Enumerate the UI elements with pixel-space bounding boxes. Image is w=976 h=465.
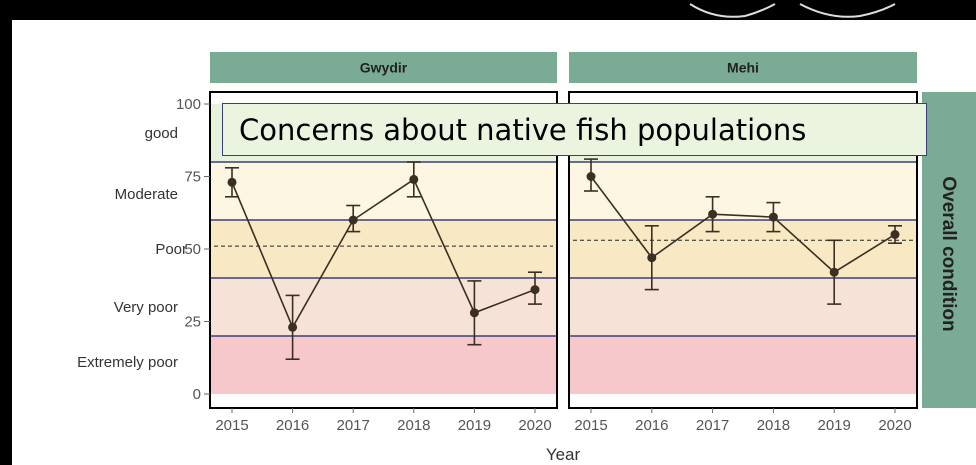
data-point-1-5 [890,230,900,239]
side-strip-label: Overall condition [938,176,959,331]
data-layer [214,158,913,361]
panel-border-1 [568,91,918,409]
data-point-0-0 [227,177,237,187]
facet-strip-1 [569,52,917,83]
x-tick-label-1-5: 2020 [878,417,911,434]
x-tick-label-0-0: 2015 [215,417,248,434]
y-tick-label-50: 50 [184,241,201,258]
x-tick-label-0-3: 2018 [397,417,430,434]
band-label-extremely-poor: Extremely poor [77,354,178,371]
data-point-1-3 [768,212,778,222]
data-point-0-5 [530,285,540,295]
overlay-banner: Concerns about native fish populations [222,103,927,156]
x-axis-title: Year [546,445,581,464]
x-tick-label-0-4: 2019 [458,417,491,434]
facet-strip-label-mehi: Mehi [727,60,759,76]
data-point-1-1 [647,253,657,263]
x-tick-label-1-0: 2015 [574,417,607,434]
x-axis-layer: Year 2015 2016 2017 2018 2019 2020 2015 2016 201… [215,408,912,464]
band-label-very-poor: Very poor [114,299,178,316]
band-1-3 [569,278,917,336]
chart-frame: Gwydir Mehi Overall condition good Moderat… [12,20,976,465]
band-0-4 [210,336,557,394]
band-label-good: good [145,125,178,142]
top-border-decoration [689,3,896,18]
band-0-3 [210,278,557,336]
data-point-0-4 [469,308,479,318]
y-tick-label-25: 25 [184,314,201,331]
band-1-1 [569,162,917,220]
data-point-1-4 [829,267,839,277]
facet-strip-0 [210,52,557,83]
side-strip [922,92,976,408]
series-line-0 [231,178,536,330]
data-point-0-3 [409,174,419,184]
y-tick-label-0: 0 [193,386,201,403]
facet-strips-layer: Gwydir Mehi Overall condition [210,52,976,408]
band-label-moderate: Moderate [115,186,178,203]
band-1-4 [569,336,917,394]
x-tick-label-0-2: 2017 [337,417,370,434]
data-point-1-2 [708,209,718,219]
data-point-1-0 [586,172,596,181]
x-tick-label-1-2: 2017 [696,417,729,434]
series-line-1 [590,176,896,274]
facet-strip-label-gwydir: Gwydir [360,60,408,76]
band-label-poor: Poor [155,241,187,258]
band-0-2 [210,220,557,278]
panel-border-0 [209,91,558,409]
y-tick-label-100: 100 [176,96,201,113]
x-tick-label-1-1: 2016 [635,417,668,434]
data-point-0-2 [348,215,358,225]
y-tick-label-75: 75 [184,169,201,186]
y-axis-layer: good Moderate Poor Very poor Extremely p… [77,96,210,403]
x-tick-label-1-3: 2018 [757,417,790,434]
data-point-0-1 [288,322,298,332]
x-tick-label-0-5: 2020 [518,417,551,434]
condition-chart: Gwydir Mehi Overall condition good Moderat… [77,52,976,464]
band-1-2 [569,220,917,278]
x-tick-label-0-1: 2016 [276,417,309,434]
x-tick-label-1-4: 2019 [818,417,851,434]
band-0-1 [210,162,557,220]
